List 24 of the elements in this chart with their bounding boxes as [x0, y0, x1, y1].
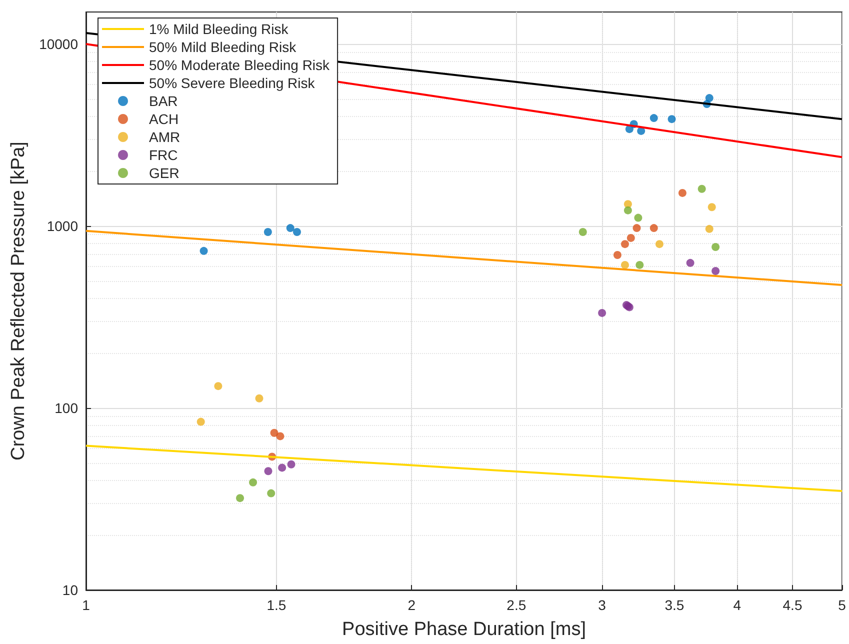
legend-label: AMR — [149, 129, 180, 145]
x-axis-title: Positive Phase Duration [ms] — [342, 619, 586, 640]
x-tick-label: 2 — [408, 597, 416, 613]
x-tick-label: 1.5 — [266, 597, 286, 613]
x-tick-label: 1 — [82, 597, 90, 613]
legend-label: GER — [149, 165, 180, 181]
y-tick-label: 10000 — [39, 36, 78, 52]
legend-label: ACH — [149, 111, 179, 127]
legend-label: BAR — [149, 93, 178, 109]
y-tick-label: 1000 — [46, 218, 78, 234]
y-tick-label: 100 — [54, 400, 78, 416]
legend-label: FRC — [149, 147, 178, 163]
y-axis-title: Crown Peak Reflected Pressure [kPa] — [8, 142, 30, 460]
x-tick-label: 5 — [838, 597, 846, 613]
legend-label: 50% Severe Bleeding Risk — [149, 75, 316, 91]
x-tick-label: 2.5 — [506, 597, 526, 613]
legend-label: 1% Mild Bleeding Risk — [149, 21, 290, 37]
legend-label: 50% Moderate Bleeding Risk — [149, 57, 331, 73]
x-tick-label: 3 — [598, 597, 606, 613]
y-tick-label: 10 — [62, 582, 78, 598]
legend-label: 50% Mild Bleeding Risk — [149, 39, 298, 55]
x-tick-label: 3.5 — [664, 597, 684, 613]
x-tick-label: 4 — [733, 597, 742, 613]
x-tick-label: 4.5 — [782, 597, 802, 613]
